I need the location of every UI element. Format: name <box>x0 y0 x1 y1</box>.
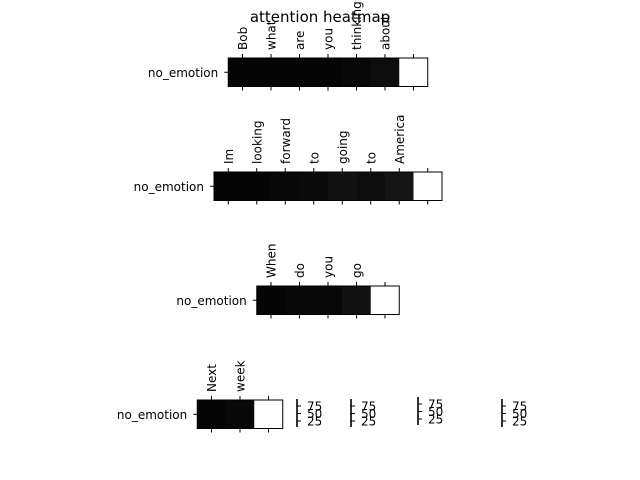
colorbar-tick-label: 50 <box>428 405 443 419</box>
token-label: what <box>265 20 279 50</box>
heatmap-cell <box>370 286 400 315</box>
colorbar-tick-label: 50 <box>512 407 527 421</box>
token-label: Im <box>222 149 236 164</box>
colorbar-tick-label: 25 <box>361 415 376 429</box>
token-label: go <box>350 263 364 278</box>
heatmap-cell <box>385 172 414 201</box>
colorbar-tick-label: 75 <box>428 398 443 412</box>
heatmap-panel: no_emotion When do you go <box>176 244 400 319</box>
token-label: to <box>307 152 321 164</box>
heatmap-panel: no_emotion Bob what are you thinking about <box>148 1 429 91</box>
token-label: looking <box>250 120 264 164</box>
heatmap-cell <box>225 400 255 429</box>
row-label: no_emotion <box>134 180 204 194</box>
token-label: Bob <box>236 27 250 50</box>
heatmap-cell <box>399 58 429 87</box>
colorbar-tick-label: 25 <box>512 415 527 429</box>
heatmap-cell <box>313 58 343 87</box>
heatmap-cell <box>242 172 272 201</box>
heatmap-cell <box>299 172 329 201</box>
colorbar-tick-label: 50 <box>361 407 376 421</box>
heatmap-cell <box>328 172 357 201</box>
heatmap-cell <box>313 286 343 315</box>
heatmap-panel: no_emotion Im looking forward to going to Ameri… <box>134 115 443 205</box>
colorbar-tick-label: 75 <box>512 400 527 414</box>
token-label: forward <box>279 118 293 164</box>
token-label: you <box>322 256 336 278</box>
token-label: you <box>322 28 336 50</box>
colorbar-tick-label: 25 <box>428 413 443 427</box>
token-label: about <box>379 15 393 50</box>
heatmap-cell <box>254 400 284 429</box>
token-label: going <box>336 130 350 164</box>
heatmap-cell <box>342 58 372 87</box>
colorbar-tick-label: 75 <box>307 400 322 414</box>
heatmap-cell <box>271 172 300 201</box>
token-label: America <box>393 115 407 165</box>
heatmap-cell <box>256 286 286 315</box>
token-label: to <box>364 152 378 164</box>
heatmap-cell <box>228 58 258 87</box>
row-label: no_emotion <box>148 66 218 80</box>
token-label: are <box>293 31 307 50</box>
heatmap-cell <box>285 58 315 87</box>
heatmap-cell <box>342 286 372 315</box>
heatmap-cell <box>370 58 400 87</box>
token-label: When <box>265 244 279 278</box>
heatmap-cell <box>256 58 286 87</box>
token-label: week <box>234 360 248 392</box>
heatmap-cell <box>214 172 243 201</box>
row-label: no_emotion <box>117 408 187 422</box>
row-label: no_emotion <box>176 294 246 308</box>
heatmap-cell <box>413 172 443 201</box>
heatmap-cell <box>356 172 386 201</box>
colorbar-tick-label: 75 <box>361 400 376 414</box>
heatmap-cell <box>197 400 227 429</box>
colorbar-tick-label: 50 <box>307 407 322 421</box>
token-label: Next <box>205 364 219 392</box>
heatmap-panel: no_emotion Next week <box>117 360 284 433</box>
colorbar-tick-label: 25 <box>307 415 322 429</box>
chart-title: attention heatmap <box>250 8 390 26</box>
token-label: do <box>293 263 307 278</box>
heatmap-cell <box>285 286 315 315</box>
token-label: thinking <box>350 1 364 50</box>
